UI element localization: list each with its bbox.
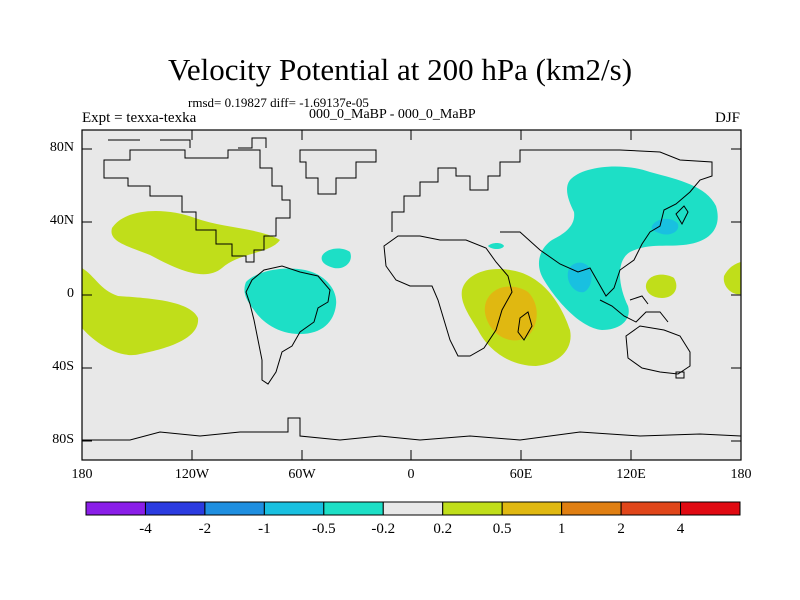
map-title: Velocity Potential at 200 hPa (km2/s): [167, 52, 633, 87]
lat-label-40n: 40N: [49, 213, 74, 228]
lon-label-60e: 60E: [509, 467, 533, 482]
lon-label-180w: 180: [71, 467, 93, 482]
lat-label-40s: 40S: [52, 359, 74, 374]
contour-fill-layer: [82, 166, 741, 366]
stats-label: rmsd= 0.19827 diff= -1.69137e-05: [188, 95, 369, 110]
colorbar-label: 4: [676, 521, 685, 537]
season-label: DJF: [714, 110, 740, 126]
lon-label-120w: 120W: [174, 467, 210, 482]
lat-label-80n: 80N: [49, 140, 74, 155]
colorbar-label: 2: [617, 521, 625, 537]
lat-label-80s: 80S: [52, 432, 74, 447]
contour-neg-arabia: [488, 243, 504, 249]
experiment-label: Expt = texxa-texka: [82, 110, 197, 126]
contour-pos-core: [484, 286, 537, 341]
contour-pos-north-pacific: [111, 211, 280, 275]
contour-pos-east-pacific: [723, 262, 741, 295]
contour-neg-south-america: [244, 268, 337, 334]
colorbar-label: -0.5: [311, 521, 336, 537]
comparison-label: 000_0_MaBP - 000_0_MaBP: [309, 107, 476, 122]
lon-label-180e: 180: [730, 467, 752, 482]
coast-japan: [675, 205, 689, 226]
colorbar-label: -0.2: [371, 521, 396, 537]
coastlines: [82, 137, 741, 441]
colorbar-label: -1: [258, 521, 271, 537]
contour-neg-atlantic: [321, 248, 351, 269]
colorbar-swatch: [561, 501, 622, 516]
colorbar-label: 0.2: [433, 521, 453, 537]
colorbar-swatch: [263, 501, 325, 516]
coast-north-america: [103, 149, 291, 263]
lon-label-120e: 120E: [616, 467, 646, 482]
coast-europe: [391, 149, 560, 232]
coast-africa: [383, 235, 513, 357]
colorbar-label: -4: [139, 521, 152, 537]
colorbar-swatch: [144, 501, 206, 516]
colorbar-swatch: [680, 501, 741, 516]
lon-label-60w: 60W: [288, 467, 316, 482]
colorbar-swatch: [501, 501, 563, 516]
colorbar-label: 0.5: [492, 521, 512, 537]
coast-antarctica: [82, 417, 741, 441]
colorbar-swatch: [620, 501, 682, 516]
colorbar-label: 1: [557, 521, 566, 537]
colorbar-swatch: [323, 501, 384, 516]
contour-pos-south-pacific: [82, 268, 199, 356]
axis-ticks: [82, 130, 741, 460]
coast-madagascar: [517, 311, 533, 341]
contour-neg-core-east: [651, 218, 679, 235]
colorbar: [85, 501, 741, 516]
colorbar-swatch: [204, 501, 265, 516]
colorbar-swatch: [442, 501, 503, 516]
colorbar-label: -2: [198, 521, 212, 537]
contour-pos-maritime: [645, 274, 677, 298]
coast-southeast-asia: [599, 295, 669, 323]
lon-label-0: 0: [407, 467, 415, 482]
colorbar-swatch: [85, 501, 146, 516]
coast-arctic-islands: [108, 137, 267, 149]
coast-asia: [500, 149, 713, 297]
coast-greenland: [299, 149, 377, 195]
lat-label-0: 0: [67, 286, 74, 301]
coast-australia: [625, 325, 691, 379]
colorbar-swatch: [382, 501, 444, 516]
coast-south-america: [245, 265, 331, 385]
